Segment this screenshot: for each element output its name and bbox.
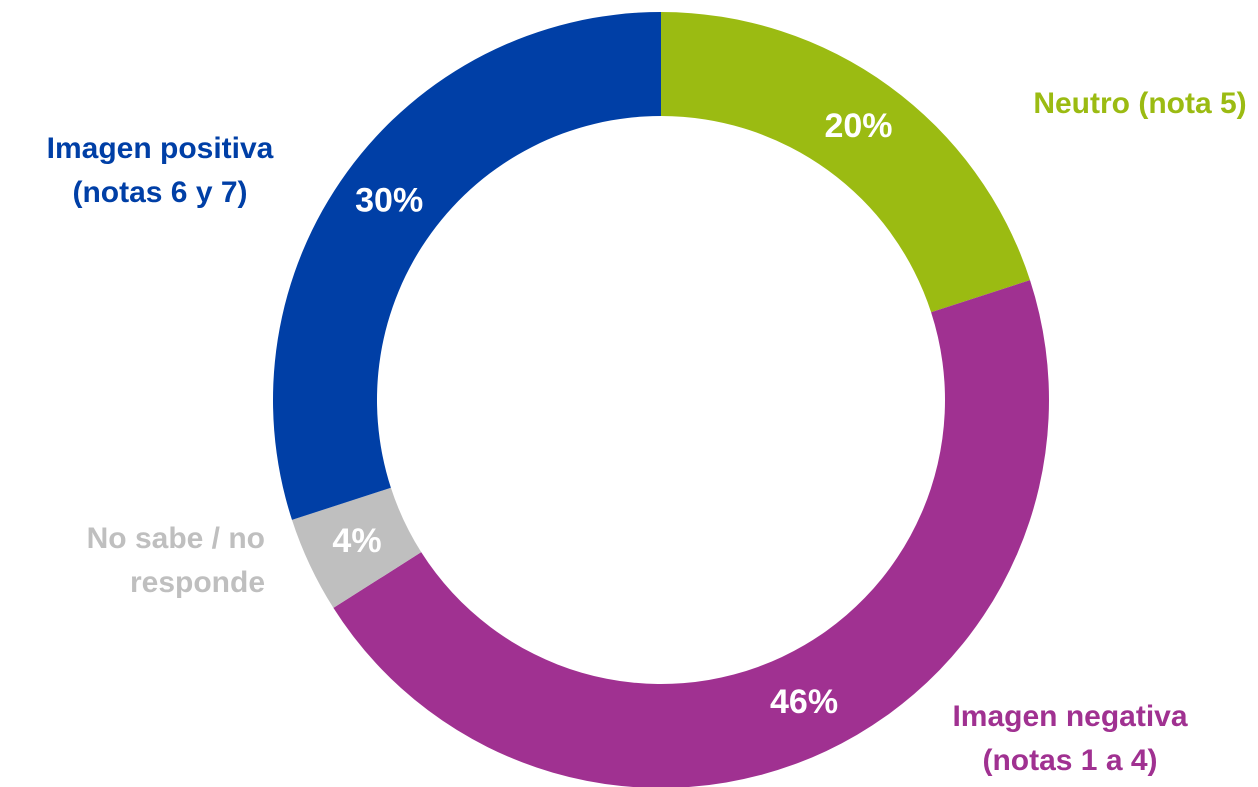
- value-label: 20%: [824, 107, 892, 145]
- category-label: Imagen negativa (notas 1 a 4): [952, 700, 1187, 777]
- donut-segment: [333, 280, 1049, 787]
- donut-segment: [273, 12, 661, 520]
- donut-segment: [291, 487, 422, 608]
- category-label: No sabe / no responde: [87, 522, 265, 599]
- donut-segment: [661, 12, 1031, 313]
- value-label: 30%: [355, 181, 423, 219]
- value-label: 46%: [770, 683, 838, 721]
- category-label: Neutro (nota 5): [1033, 87, 1246, 120]
- category-label: Imagen positiva (notas 6 y 7): [47, 132, 274, 209]
- value-label: 4%: [332, 522, 381, 560]
